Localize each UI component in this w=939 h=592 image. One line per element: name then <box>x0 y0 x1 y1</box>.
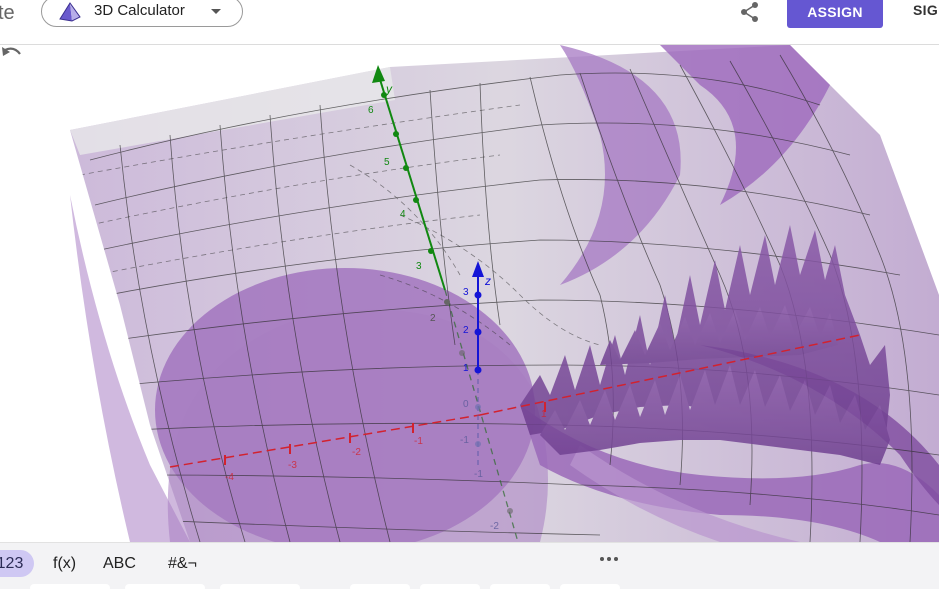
y-tick-label: 6 <box>368 105 374 116</box>
z-tick-label: 1 <box>463 363 469 374</box>
x-tick-label: -4 <box>225 472 234 483</box>
keyboard-keys-partial <box>0 584 939 592</box>
pyramid-icon <box>59 2 81 22</box>
more-horizontal-icon[interactable] <box>599 556 619 562</box>
y-tick-label: 2 <box>430 313 436 324</box>
graphics-3d-view[interactable]: -4 -3 -2 -1 1 y 6 5 4 3 2 <box>0 45 939 542</box>
x-tick-label: -2 <box>352 447 361 458</box>
y-tick-label: 4 <box>400 209 406 220</box>
top-app-bar: te 3D Calculator ASSIGN SIG <box>0 0 939 45</box>
z-neg-tick-label: -2 <box>490 521 499 532</box>
x-tick-label: 1 <box>541 409 547 420</box>
spiky-surface <box>520 225 890 465</box>
y-axis <box>372 65 519 542</box>
z-neg-tick-label: -1 <box>474 469 483 480</box>
assign-button[interactable]: ASSIGN <box>787 0 883 28</box>
keyboard-tab-123[interactable]: 123 <box>0 550 34 577</box>
y-tick-label: 3 <box>416 261 422 272</box>
sign-in-link-partial[interactable]: SIG <box>913 2 939 18</box>
share-icon[interactable] <box>739 1 761 23</box>
z-tick-label: 3 <box>463 287 469 298</box>
keyboard-tab-abc[interactable]: ABC <box>103 555 136 572</box>
x-tick-label: -1 <box>414 436 423 447</box>
z-neg-tick-label: -1 <box>460 435 469 446</box>
undo-icon[interactable] <box>0 45 24 63</box>
x-axis <box>169 334 861 468</box>
app-picker-label: 3D Calculator <box>94 2 185 19</box>
z-neg-tick-label: 0 <box>463 399 469 410</box>
y-axis-label: y <box>385 82 393 96</box>
x-tick-label: -3 <box>288 460 297 471</box>
caret-down-icon <box>211 9 221 14</box>
app-title-partial: te <box>0 2 15 24</box>
z-axis <box>472 261 484 465</box>
surface-hidden-mesh <box>79 104 601 346</box>
keyboard-toolbar: 123 f(x) ABC #&¬ <box>0 542 939 592</box>
app-picker-dropdown[interactable]: 3D Calculator <box>41 0 243 27</box>
z-axis-label: z <box>484 274 491 288</box>
z-tick-label: 2 <box>463 325 469 336</box>
y-tick-label: 5 <box>384 157 390 168</box>
3d-scene[interactable]: -4 -3 -2 -1 1 y 6 5 4 3 2 <box>0 45 939 542</box>
keyboard-tab-functions[interactable]: f(x) <box>53 555 77 572</box>
keyboard-tab-symbols[interactable]: #&¬ <box>168 555 197 572</box>
